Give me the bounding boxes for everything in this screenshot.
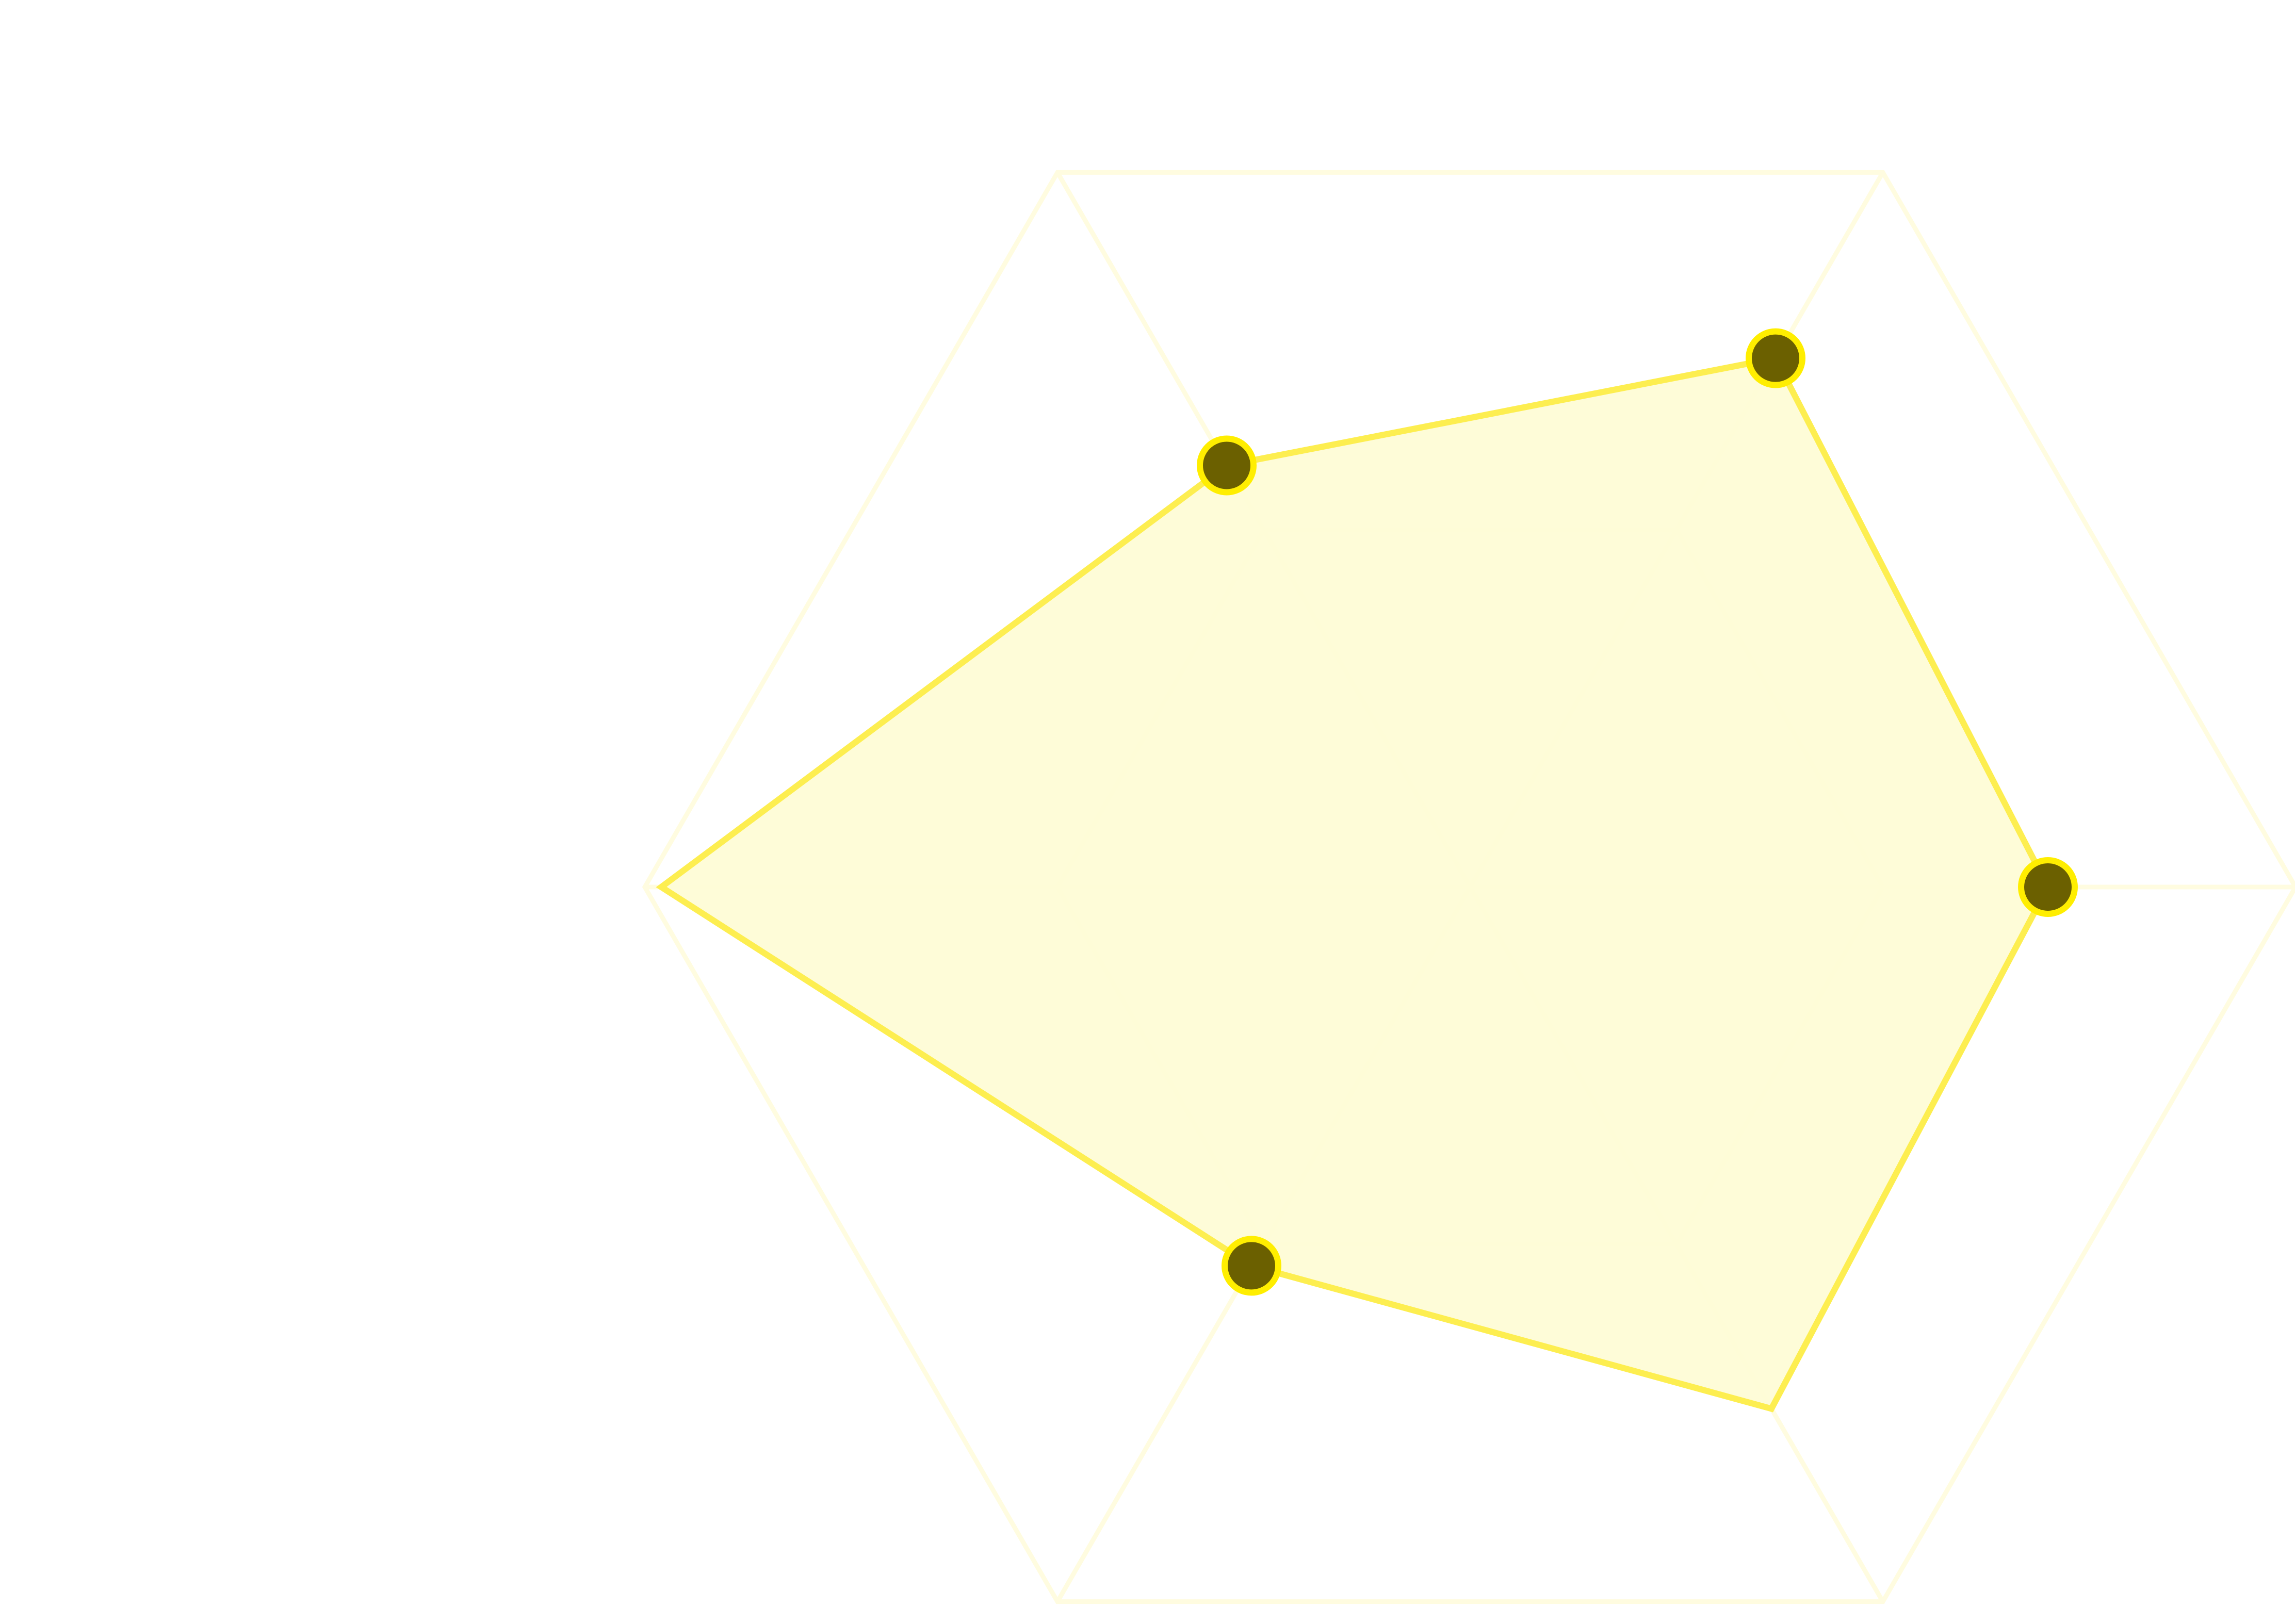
radar-data-point-6 — [1200, 438, 1254, 492]
radar-data-point-4 — [1225, 1239, 1278, 1292]
radar-data-point-1 — [1749, 332, 1802, 385]
radar-data-point-2 — [2021, 860, 2075, 914]
radar-series-area-1 — [661, 358, 2048, 1409]
